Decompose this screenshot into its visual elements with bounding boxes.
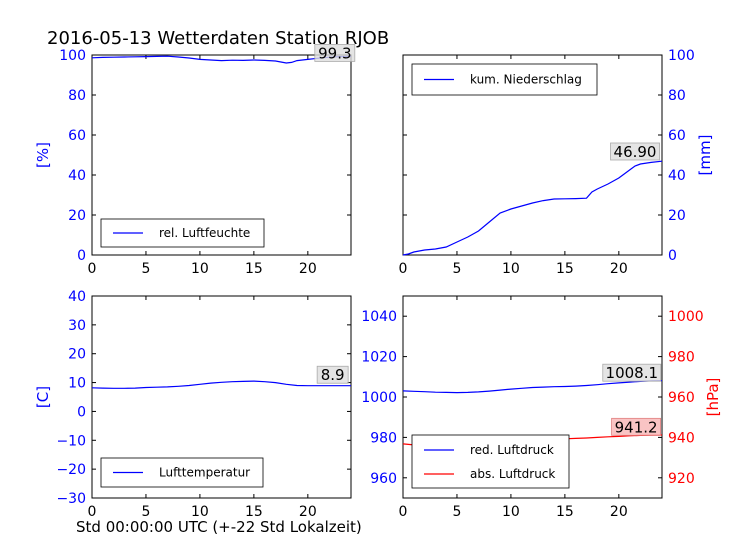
figure-title: 2016-05-13 Wetterdaten Station RJOB [47, 28, 389, 49]
y-tick-label: 20 [68, 208, 86, 224]
x-tick-label: 15 [245, 504, 263, 520]
annotation-label: 46.90 [614, 143, 657, 161]
y-tick-label: 100 [59, 48, 86, 64]
legend-frame [411, 434, 570, 489]
y-tick-label: 40 [68, 289, 86, 305]
chart-panel-top-right: 0 5 10 15 20 0 20 40 60 80 100 [mm] 46.90 kum. Nieder… [399, 48, 714, 277]
x-tick-label: 20 [299, 261, 317, 277]
x-tick-label: 20 [299, 504, 317, 520]
annotation-box [610, 142, 660, 161]
legend-label: abs. Luftdruck [470, 467, 555, 481]
y-right-tick-label: 920 [668, 471, 695, 487]
y-axis-label: [hPa] [704, 378, 722, 417]
y-tick-label: 1040 [361, 309, 397, 325]
y-tick-label: 60 [68, 128, 86, 144]
axes-frame [402, 54, 663, 256]
y-tick-label: 0 [77, 248, 86, 264]
annotation-box [314, 44, 356, 62]
y-tick-label: 0 [77, 404, 86, 420]
series-line-red-luftdruck [402, 380, 663, 394]
y-tick-label: 1020 [361, 350, 397, 366]
y-tick-label: −20 [56, 462, 86, 478]
figure-x-axis-label: Std 00:00:00 UTC (+-22 Std Lokalzeit) [76, 518, 362, 536]
y-axis-label: [mm] [696, 135, 714, 176]
annotation-box [316, 365, 349, 384]
annotation-box [602, 363, 662, 382]
y-tick-label: 40 [668, 168, 686, 184]
x-tick-label: 5 [452, 261, 461, 277]
annotation-box [611, 417, 661, 436]
chart-panel-bottom-right: 0 5 10 15 20 960 980 1000 1020 1040 920 940 960 980 10… [361, 295, 722, 520]
y-right-tick-label: 1000 [668, 309, 704, 325]
series-line-lufttemperatur [91, 380, 351, 389]
legend: red. Luftdruck abs. Luftdruck [411, 434, 570, 489]
y-axis-label: [C] [34, 386, 52, 408]
legend-label: Lufttemperatur [159, 466, 250, 480]
legend-label: red. Luftdruck [470, 443, 554, 457]
annotation-label: 99.3 [318, 44, 351, 62]
y-axis-label: [%] [34, 142, 52, 168]
x-tick-label: 10 [191, 261, 209, 277]
axes-frame [91, 295, 352, 499]
x-tick-label: 5 [452, 504, 461, 520]
legend: kum. Niederschlag [411, 63, 598, 96]
y-tick-label: 20 [668, 208, 686, 224]
y-tick-label: 960 [370, 471, 397, 487]
axes-frame [91, 54, 352, 256]
x-tick-label: 5 [141, 504, 150, 520]
annotation-label: 941.2 [615, 418, 658, 436]
y-tick-label: 1000 [361, 390, 397, 406]
x-tick-label: 15 [245, 261, 263, 277]
y-right-tick-label: 960 [668, 390, 695, 406]
x-tick-label: 10 [502, 261, 520, 277]
y-tick-label: 0 [668, 248, 677, 264]
y-tick-label: 10 [68, 376, 86, 392]
y-tick-label: 60 [668, 128, 686, 144]
series-line-rel-luftfeuchte [91, 55, 352, 64]
y-tick-label: 80 [668, 88, 686, 104]
legend-label: rel. Luftfeuchte [159, 226, 250, 240]
chart-panel-bottom-left: 0 5 10 15 20 −30 −20 −10 0 10 20 30 40 [C] 8.9 Lufttemp… [34, 289, 352, 520]
x-tick-label: 20 [610, 261, 628, 277]
legend-label: kum. Niederschlag [470, 73, 582, 87]
x-tick-label: 15 [556, 261, 574, 277]
x-tick-label: 0 [88, 504, 97, 520]
y-tick-label: 100 [668, 48, 695, 64]
y-tick-label: −30 [56, 491, 86, 507]
y-tick-label: −10 [56, 433, 86, 449]
annotation-label: 1008.1 [606, 364, 659, 382]
series-line-kum-niederschlag [402, 160, 663, 256]
x-tick-label: 0 [399, 261, 408, 277]
y-right-tick-label: 940 [668, 430, 695, 446]
chart-panel-top-left: 0 5 10 15 20 0 20 40 60 80 100 [%] 99.3 rel. Luftfeuc… [34, 44, 356, 277]
legend: rel. Luftfeuchte [100, 218, 265, 248]
y-tick-label: 20 [68, 347, 86, 363]
x-tick-label: 0 [399, 504, 408, 520]
x-tick-label: 5 [141, 261, 150, 277]
x-tick-label: 10 [502, 504, 520, 520]
x-tick-label: 10 [191, 504, 209, 520]
legend: Lufttemperatur [100, 457, 264, 488]
y-tick-label: 40 [68, 168, 86, 184]
y-tick-label: 980 [370, 430, 397, 446]
x-tick-label: 0 [88, 261, 97, 277]
y-right-tick-label: 980 [668, 350, 695, 366]
y-tick-label: 30 [68, 318, 86, 334]
y-tick-label: 80 [68, 88, 86, 104]
annotation-label: 8.9 [321, 366, 345, 384]
x-tick-label: 20 [610, 504, 628, 520]
x-tick-label: 15 [556, 504, 574, 520]
